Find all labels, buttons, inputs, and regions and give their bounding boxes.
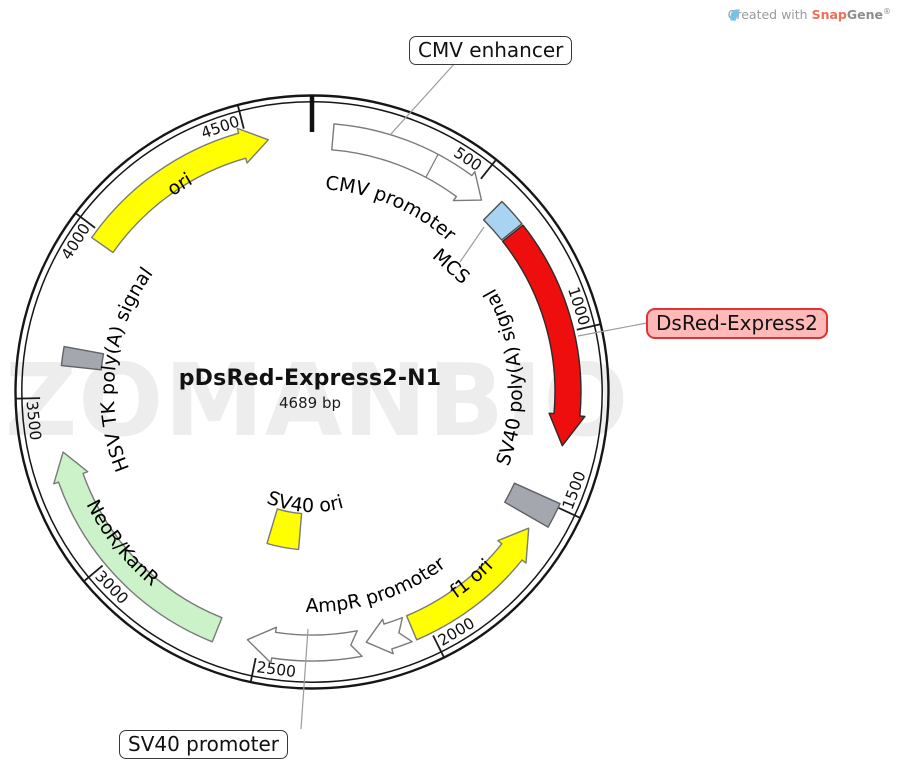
dsred-express2-callout: DsRed-Express2 <box>646 308 828 339</box>
feature-neor-kanr <box>53 451 223 643</box>
tick-mark-2500 <box>250 657 257 682</box>
feature-sv40-promoter <box>246 626 363 664</box>
snapgene-logo-icon <box>729 9 740 21</box>
credit-text: Created with SnapGene® <box>727 7 891 23</box>
feature-f1-ori <box>405 527 530 641</box>
feature-ori <box>91 127 269 254</box>
feature-dsred <box>501 224 586 447</box>
cmv-enhancer-leader <box>389 61 457 136</box>
tick-mark-2000 <box>432 635 445 658</box>
cmv-enhancer-callout: CMV enhancer <box>409 36 573 65</box>
tick-mark-1000 <box>576 323 600 331</box>
snapgene-credit: Created with SnapGene® <box>728 7 891 22</box>
tick-mark-4500 <box>237 105 245 129</box>
tick-mark-3000 <box>84 564 104 582</box>
plasmid-title-block: pDsRed-Express2-N1 4689 bp <box>179 366 442 412</box>
plasmid-name: pDsRed-Express2-N1 <box>178 366 442 391</box>
feature-sv40-ori <box>266 508 303 551</box>
tick-label-3500: 3500 <box>23 400 45 441</box>
tick-mark-500 <box>480 159 497 180</box>
tick-mark-4000 <box>75 212 96 229</box>
tick-mark-3500 <box>16 397 41 400</box>
plasmid-size: 4689 bp <box>279 394 341 412</box>
sv40-promoter-leader <box>300 628 309 730</box>
dsred-express2-leader <box>577 322 648 337</box>
feature-cmv-enhancer <box>331 123 483 202</box>
feature-sv40-polya <box>504 482 561 528</box>
feature-hsv-tk-polya <box>60 345 105 371</box>
tick-label-2500: 2500 <box>256 658 297 681</box>
cmv-enhancer-promoter-divider <box>425 154 439 178</box>
sv40-promoter-callout: SV40 promoter <box>119 730 288 759</box>
tick-mark-1500 <box>557 506 580 519</box>
feature-mcs <box>482 200 523 241</box>
backbone-outer-circle <box>14 94 610 690</box>
mcs-leader <box>459 226 485 263</box>
watermark-text: ZOMANBIO <box>5 342 630 459</box>
feature-ampr-promoter <box>365 616 413 655</box>
